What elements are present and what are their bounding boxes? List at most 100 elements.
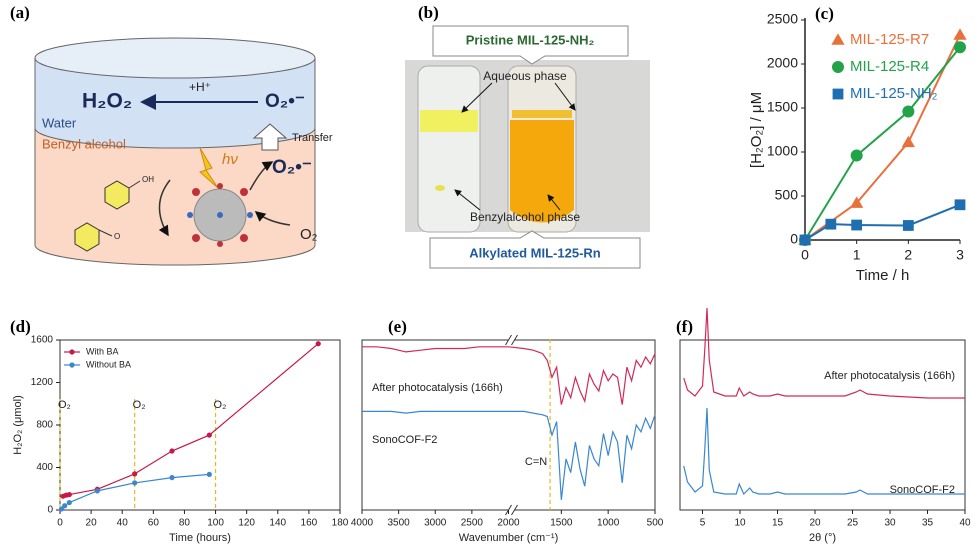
- vial: [417, 65, 481, 233]
- x-tick-label: 20: [809, 518, 821, 529]
- legend-marker: [832, 61, 844, 73]
- x-tick-label: 5: [700, 518, 706, 529]
- x-axis-label: Wavenumber (cm⁻¹): [459, 532, 559, 544]
- arrow: [547, 194, 561, 211]
- marker: [902, 220, 914, 231]
- bond: [98, 229, 113, 237]
- legend-label: Without BA: [86, 359, 131, 369]
- spectrum-line: [683, 307, 965, 399]
- x-tick-label: 1: [853, 247, 861, 263]
- organic-label: Benzyl alcohol: [42, 136, 126, 151]
- axis-break: [508, 336, 515, 344]
- mof-atoms: [192, 183, 248, 247]
- series-label: SonoCOF-F2: [372, 434, 437, 446]
- legend-marker: [831, 33, 845, 45]
- x-tick-label: 3000: [424, 518, 447, 529]
- x-tick-label: 80: [179, 518, 191, 529]
- marker: [315, 341, 321, 347]
- x-tick-label: 35: [922, 518, 934, 529]
- transfer-label: Transfer: [292, 132, 333, 144]
- marker: [62, 503, 68, 509]
- y-tick-label: 500: [775, 187, 799, 203]
- series-label: After photocatalysis (166h): [824, 370, 955, 382]
- marker: [850, 196, 864, 208]
- legend-label: MIL-125-NH₂: [850, 85, 938, 102]
- cylinder-top: [34, 37, 316, 79]
- arrow: [554, 82, 576, 111]
- marker: [851, 219, 863, 231]
- aqueous-layer: [420, 110, 478, 132]
- axis-break: [511, 334, 518, 346]
- arrow: [461, 82, 493, 113]
- x-tick-label: 3500: [388, 518, 411, 529]
- series-label: After photocatalysis (166h): [372, 382, 503, 394]
- benzaldehyde: [74, 222, 100, 252]
- bond: [128, 180, 141, 189]
- x-tick-label: 0: [801, 247, 809, 263]
- x-tick-label: 30: [884, 518, 896, 529]
- marker: [954, 41, 966, 54]
- oxygen-label: O₂: [300, 226, 318, 243]
- y-tick-label: 1000: [767, 143, 798, 159]
- annotation: O₂: [133, 399, 146, 411]
- x-tick-label: 100: [207, 518, 224, 529]
- marker: [953, 28, 967, 40]
- marker: [94, 488, 100, 494]
- marker: [66, 491, 72, 498]
- panel-a: (a) H₂O₂ +H⁺ O₂•⁻ Water Benzyl alcohol T…: [10, 3, 333, 266]
- legend-label: With BA: [86, 346, 119, 356]
- x-tick-label: 60: [148, 518, 160, 529]
- y-tick-label: 0: [790, 231, 798, 247]
- x-tick-label: 3: [956, 247, 964, 263]
- x-tick-label: 40: [959, 518, 971, 529]
- y-tick-label: 800: [36, 420, 53, 431]
- x-tick-label: 4000: [351, 518, 374, 529]
- callout-title: Pristine MIL-125-NH₂: [466, 32, 595, 47]
- x-tick-label: 40: [117, 518, 129, 529]
- marker: [799, 234, 811, 246]
- arrow: [254, 211, 291, 226]
- x-tick-label: 1500: [550, 518, 573, 529]
- arrow: [158, 179, 171, 237]
- x-tick-label: 2500: [461, 518, 484, 529]
- arrow: [454, 189, 481, 211]
- y-tick-label: 2000: [767, 55, 798, 71]
- marker: [850, 149, 863, 162]
- legend-marker: [69, 362, 75, 368]
- series-label: SonoCOF-F2: [890, 484, 955, 496]
- marker: [66, 499, 72, 506]
- spectrum-line: [683, 407, 965, 496]
- marker: [954, 199, 966, 211]
- proton: +H⁺: [189, 80, 211, 94]
- callout-title: Alkylated MIL-125-Rn: [469, 245, 601, 260]
- x-tick-label: 500: [647, 518, 664, 529]
- panel-label: (b): [418, 3, 439, 22]
- phase-label: Benzylalcohol phase: [470, 210, 580, 224]
- annotation: O₂: [214, 399, 227, 411]
- organic-layer: [510, 120, 574, 223]
- y-axis-label: [H₂O₂] / μM: [748, 92, 765, 168]
- marker: [206, 432, 212, 438]
- marker: [206, 471, 212, 478]
- panel-label: (d): [10, 317, 31, 336]
- marker: [169, 474, 175, 481]
- axis-break: [511, 504, 518, 516]
- x-tick-label: 140: [269, 518, 286, 529]
- series-line: [804, 46, 961, 241]
- product: H₂O₂: [82, 90, 132, 113]
- x-tick-label: 160: [301, 518, 318, 529]
- benzyl-alcohol: [104, 180, 130, 210]
- legend-label: MIL-125-R4: [850, 58, 929, 75]
- x-tick-label: 10: [734, 518, 746, 529]
- x-tick-label: 15: [772, 518, 784, 529]
- y-axis-label: H₂O₂ (μmol): [12, 395, 24, 455]
- x-axis-label: Time (hours): [169, 532, 231, 544]
- callout-box: [429, 230, 641, 269]
- x-tick-label: 25: [847, 518, 859, 529]
- interface: [512, 110, 572, 118]
- annotation: O₂: [58, 399, 71, 411]
- marker: [902, 105, 915, 118]
- panel-label: (f): [676, 317, 693, 336]
- mof-atoms: [187, 212, 253, 218]
- marker: [132, 471, 138, 477]
